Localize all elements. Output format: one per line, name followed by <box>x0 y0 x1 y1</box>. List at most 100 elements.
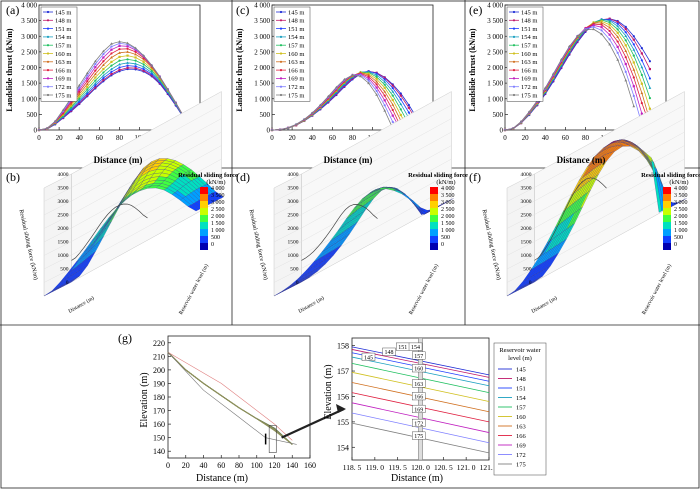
z-tick-label: 4000 <box>288 172 299 178</box>
data-point-e <box>632 76 635 79</box>
legend-label-c: 145 m <box>288 9 304 16</box>
data-point-a <box>86 80 89 83</box>
y-tick-label-e: 500 <box>493 111 504 119</box>
y-tick-label-a: 2 000 <box>21 64 37 72</box>
colorbar-tick-label: 3 500 <box>674 193 688 199</box>
legend-marker-e <box>512 85 516 88</box>
legend-marker-a <box>46 19 50 22</box>
colorbar-tick-label: 500 <box>674 235 683 241</box>
data-point-a <box>174 101 178 104</box>
data-point-a <box>53 119 57 123</box>
data-point-c <box>383 86 386 89</box>
data-point-e <box>511 126 515 130</box>
colorbar-tick-label: 3 500 <box>441 193 455 199</box>
data-point-a <box>94 69 97 72</box>
annotation-box <box>412 379 426 388</box>
grid-line <box>273 91 452 189</box>
x-tick-label-a: 80 <box>116 134 124 142</box>
colorbar-tick-label: 3 000 <box>441 200 455 206</box>
data-point-e <box>543 86 547 89</box>
data-point-a <box>126 61 129 64</box>
colorbar-tick-label: 2 500 <box>674 207 688 213</box>
annotation-label: 172 <box>414 421 423 427</box>
colorbar-title: Residual sliding force <box>178 172 238 179</box>
grid-line <box>43 118 222 216</box>
data-point-a <box>110 45 113 48</box>
colorbar-tick-label: 2 500 <box>441 207 455 213</box>
data-point-c <box>399 92 402 95</box>
legend-marker-a <box>46 77 50 80</box>
legend-marker-e <box>512 10 516 14</box>
data-point-a <box>94 86 97 89</box>
y-tick-label-c: 1 000 <box>254 95 270 103</box>
data-point-a <box>110 60 113 63</box>
z-tick-label: 2500 <box>58 213 69 219</box>
z-tick-label: 1000 <box>58 253 69 259</box>
legend-label-a: 151 m <box>55 26 71 33</box>
legend-label-a: 163 m <box>55 59 71 66</box>
data-point-a <box>118 42 121 45</box>
data-point-a <box>134 46 137 50</box>
data-point-a <box>77 92 81 96</box>
data-point-e <box>624 27 627 31</box>
legend-label-c: 175 m <box>288 92 304 99</box>
data-point-a <box>86 74 89 77</box>
data-point-e <box>648 67 651 71</box>
legend-label-a: 154 m <box>55 34 71 41</box>
y-tick-label-a: 2 500 <box>21 48 37 56</box>
data-point-c <box>375 93 379 96</box>
data-point-e <box>616 58 620 61</box>
data-point-c <box>383 90 387 93</box>
legend-marker-c <box>279 35 283 39</box>
z-axis-label: Residual sliding force (kN/m) <box>18 209 40 281</box>
y-tick-label-c: 0 <box>267 127 271 135</box>
colorbar-swatch <box>663 208 671 215</box>
legend-label-a: 145 m <box>55 9 71 16</box>
data-point-c <box>326 94 330 98</box>
data-point-a <box>142 65 146 68</box>
legend-marker-a <box>46 85 50 88</box>
data-point-c <box>302 117 306 121</box>
legend-label-c: 166 m <box>288 67 304 74</box>
data-point-c <box>383 104 386 107</box>
data-point-a <box>86 94 89 97</box>
data-point-e <box>640 102 643 105</box>
data-point-e <box>616 35 620 38</box>
zoom-arrow-head <box>336 404 346 413</box>
data-point-a <box>166 87 170 91</box>
annotation-box <box>412 392 426 401</box>
data-point-a <box>94 62 97 66</box>
grid-line <box>506 91 685 189</box>
y-tick-label-gz: 154 <box>337 443 349 452</box>
x-tick-label-g: 80 <box>235 461 243 470</box>
data-point-a <box>134 50 137 53</box>
data-point-a <box>85 71 89 75</box>
series-line-a <box>38 62 193 131</box>
colorbar-swatch <box>430 187 438 194</box>
slip-surface-line <box>167 351 293 445</box>
ground-surface-line <box>167 352 293 441</box>
colorbar-swatch <box>200 243 208 250</box>
data-point-a <box>78 88 81 91</box>
panel-tag-d: (d) <box>236 170 250 184</box>
colorbar-tick-label: 3 000 <box>674 200 688 206</box>
legend-marker-a <box>46 60 50 63</box>
y-tick-label-a: 3 000 <box>21 33 37 41</box>
y-tick-label-c: 2 000 <box>254 64 270 72</box>
legend-marker-c <box>279 85 283 88</box>
data-point-c <box>391 120 394 123</box>
grid-line <box>506 145 685 243</box>
data-point-c <box>391 114 394 117</box>
grid-line <box>273 185 452 283</box>
y-axis-label: Reservoir water level (m) <box>407 263 440 316</box>
data-point-e <box>632 48 636 51</box>
data-point-a <box>142 60 145 63</box>
colorbar-swatch <box>430 201 438 208</box>
colorbar-tick-label: 2 000 <box>211 214 225 220</box>
data-point-e <box>600 29 603 32</box>
data-point-a <box>78 102 81 105</box>
data-point-e <box>616 31 619 34</box>
